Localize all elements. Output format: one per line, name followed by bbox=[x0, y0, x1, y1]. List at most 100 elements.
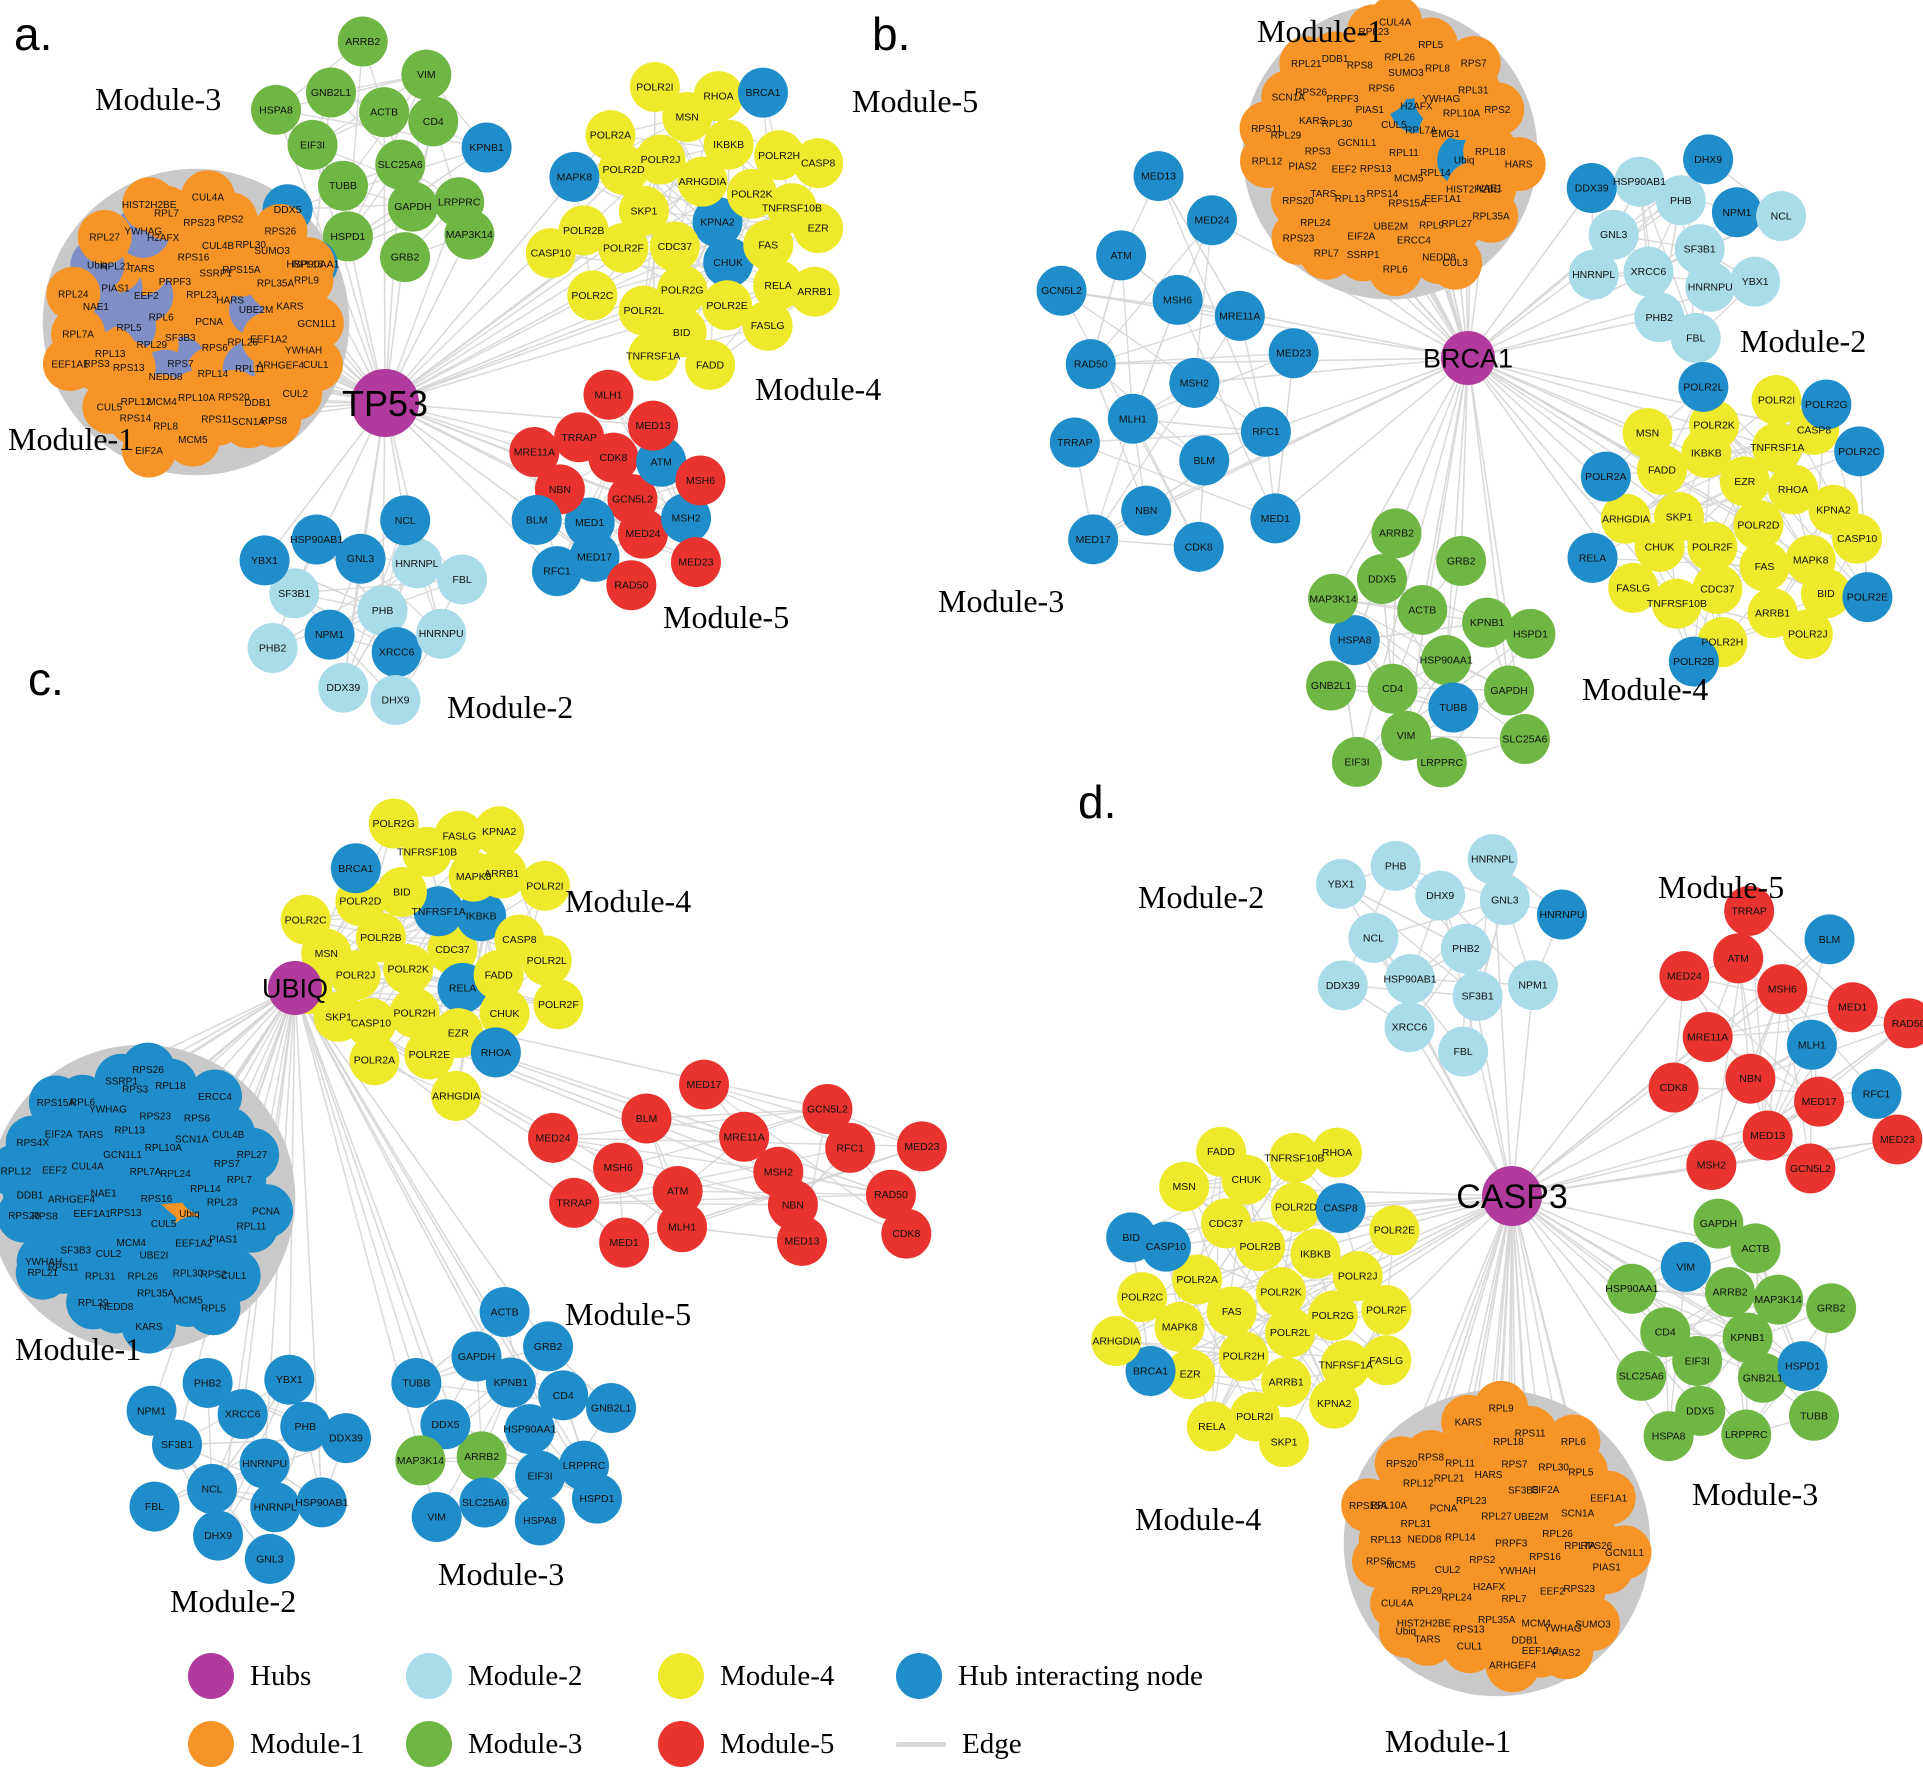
hub-edge bbox=[294, 987, 418, 1384]
module-1-color-swatch bbox=[188, 1721, 234, 1767]
node-gcn1l1 bbox=[289, 296, 344, 351]
node-grb2 bbox=[1806, 1283, 1857, 1334]
node-arhgdia bbox=[431, 1070, 482, 1121]
node-fas bbox=[1739, 541, 1790, 592]
node-hsp90ab1 bbox=[291, 514, 342, 565]
module-3-color-swatch bbox=[406, 1721, 452, 1767]
hub-edge bbox=[381, 402, 386, 611]
node-ddx5 bbox=[420, 1399, 471, 1450]
node-med13 bbox=[1742, 1110, 1793, 1161]
hub-edge bbox=[384, 402, 654, 427]
node-mlh1 bbox=[583, 369, 634, 420]
node-ezr bbox=[793, 203, 844, 254]
node-mre11a bbox=[1682, 1011, 1733, 1062]
node-trrap bbox=[1724, 885, 1775, 936]
module-4-color-swatch bbox=[658, 1653, 704, 1699]
node-hspa8 bbox=[1643, 1411, 1694, 1462]
node-ybx1 bbox=[264, 1354, 315, 1405]
node-rad50 bbox=[865, 1169, 916, 1220]
module-label-module-3: Module-3 bbox=[438, 1556, 564, 1592]
hub-edge bbox=[1445, 357, 1469, 661]
node-mre11a bbox=[509, 427, 560, 478]
edge-swatch bbox=[896, 1741, 946, 1747]
legend-label-edge: Edge bbox=[962, 1727, 1022, 1760]
node-npm1 bbox=[304, 609, 355, 660]
node-polr2c bbox=[1834, 426, 1885, 477]
node-cdk8 bbox=[1648, 1062, 1699, 1113]
node-arrb1 bbox=[1261, 1357, 1312, 1408]
node-ddx39 bbox=[318, 662, 369, 713]
node-med24 bbox=[1186, 195, 1237, 246]
legend-item-module-3: Module-3 bbox=[406, 1721, 658, 1767]
node-msn bbox=[1622, 408, 1673, 459]
hub-label-ubiq: UBIQ bbox=[262, 974, 328, 1004]
node-hsp90ab1 bbox=[1385, 954, 1436, 1005]
node-rhoa bbox=[1312, 1127, 1363, 1178]
node-nbn bbox=[1121, 485, 1172, 536]
node-polr2k bbox=[1256, 1267, 1307, 1318]
node-npm1 bbox=[126, 1385, 177, 1436]
node-fas bbox=[1206, 1286, 1257, 1337]
node-polr2e bbox=[404, 1029, 455, 1080]
node-cd4 bbox=[408, 96, 459, 147]
node-polr2b bbox=[355, 912, 406, 963]
module-label-module-1: Module-1 bbox=[1385, 1723, 1511, 1759]
node-bid bbox=[1800, 568, 1851, 619]
hub-edge bbox=[384, 244, 769, 404]
legend-item-hubs: Hubs bbox=[188, 1653, 406, 1699]
hub-color-swatch bbox=[188, 1653, 234, 1699]
node-med13 bbox=[776, 1215, 827, 1266]
node-sf3b1 bbox=[1452, 971, 1503, 1022]
node-kars bbox=[121, 1299, 176, 1354]
edge bbox=[1074, 441, 1276, 520]
panel-letter: a. bbox=[14, 8, 52, 60]
hub-edge bbox=[294, 987, 549, 1347]
node-slc25a6 bbox=[1499, 714, 1550, 765]
node-rela bbox=[1186, 1401, 1237, 1452]
node-hsp90aa1 bbox=[1606, 1263, 1657, 1314]
node-mcm5 bbox=[165, 412, 220, 467]
node-grb2 bbox=[380, 232, 431, 283]
node-rhoa bbox=[1768, 464, 1819, 515]
node-rad50 bbox=[1065, 339, 1116, 390]
hub-node-casp3 bbox=[1482, 1166, 1542, 1226]
node-gapdh bbox=[387, 181, 438, 232]
hub-edge bbox=[1345, 1195, 1513, 1366]
node-ikbkb bbox=[703, 119, 754, 170]
node-ubiq bbox=[1378, 1603, 1433, 1658]
node-npm1 bbox=[1711, 187, 1762, 238]
legend-item-module-5: Module-5 bbox=[658, 1721, 896, 1767]
module-label-module-2: Module-2 bbox=[1138, 879, 1264, 915]
node-ybx1 bbox=[239, 535, 290, 586]
node-sf3b1 bbox=[1674, 224, 1725, 275]
node-vim bbox=[401, 49, 452, 100]
node-arrb2 bbox=[1371, 508, 1422, 559]
node-eef1a1 bbox=[42, 336, 97, 391]
node-dhx9 bbox=[370, 674, 421, 725]
node-casp10 bbox=[1832, 513, 1883, 564]
hub-label-casp3: CASP3 bbox=[1456, 1178, 1568, 1216]
node-gcn5l2 bbox=[802, 1084, 853, 1135]
hub-edge bbox=[1511, 985, 1534, 1197]
hub-edge bbox=[384, 309, 644, 404]
node-blm bbox=[511, 494, 562, 545]
node-hsp90aa1 bbox=[504, 1404, 555, 1455]
hub-edge bbox=[384, 402, 595, 558]
node-npm1 bbox=[1507, 960, 1558, 1011]
node-rad50 bbox=[1883, 998, 1923, 1049]
node-blm bbox=[1804, 914, 1855, 965]
legend-item-module-1: Module-1 bbox=[188, 1721, 406, 1767]
node-gcn5l2 bbox=[1036, 265, 1087, 316]
panel-letter: d. bbox=[1078, 776, 1116, 828]
node-polr2e bbox=[702, 280, 753, 331]
module-label-module-2: Module-2 bbox=[1740, 323, 1866, 359]
node-rfc1 bbox=[1851, 1068, 1902, 1119]
edge bbox=[1090, 219, 1213, 365]
node-cul3 bbox=[1428, 235, 1483, 290]
legend-item-hub-interacting-node: Hub interacting node bbox=[896, 1653, 1356, 1699]
hub-edge bbox=[1061, 289, 1469, 359]
node-cul1 bbox=[288, 337, 343, 392]
node-skp1 bbox=[618, 185, 669, 236]
node-pcna bbox=[238, 1184, 293, 1239]
edge bbox=[1340, 883, 1479, 997]
